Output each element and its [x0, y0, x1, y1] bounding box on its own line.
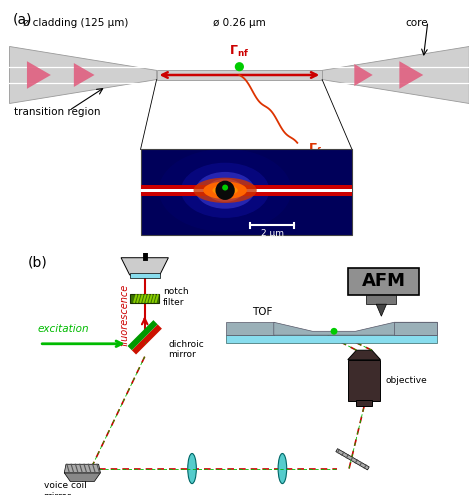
- Bar: [356, 400, 372, 406]
- Polygon shape: [376, 304, 386, 316]
- Bar: [140, 189, 352, 192]
- Bar: [394, 322, 438, 335]
- Bar: [140, 149, 352, 235]
- Ellipse shape: [207, 179, 244, 202]
- Text: TOF: TOF: [252, 307, 273, 317]
- Text: (b): (b): [27, 255, 47, 270]
- Polygon shape: [121, 258, 168, 275]
- Polygon shape: [132, 324, 162, 354]
- Bar: [140, 185, 352, 196]
- Ellipse shape: [203, 182, 247, 199]
- Text: $\mathbf{\Gamma_{free}}$: $\mathbf{\Gamma_{free}}$: [309, 142, 338, 157]
- Text: core: core: [405, 18, 428, 28]
- Text: objective: objective: [386, 376, 428, 385]
- Text: $\mathbf{\Gamma_{nf}}$: $\mathbf{\Gamma_{nf}}$: [229, 44, 249, 59]
- Bar: [130, 273, 160, 278]
- Text: dichroic
mirror: dichroic mirror: [168, 340, 204, 359]
- Polygon shape: [274, 322, 438, 335]
- Ellipse shape: [196, 172, 255, 209]
- Bar: [348, 268, 419, 295]
- Bar: [348, 360, 381, 401]
- Polygon shape: [74, 63, 94, 87]
- Bar: [156, 70, 322, 80]
- Bar: [130, 295, 159, 303]
- Polygon shape: [128, 320, 158, 350]
- Polygon shape: [64, 473, 100, 482]
- Bar: [227, 335, 438, 343]
- Text: fluorescence: fluorescence: [119, 283, 129, 346]
- Text: 2 μm: 2 μm: [261, 229, 284, 238]
- Text: voice coil
mirror: voice coil mirror: [44, 482, 86, 495]
- Text: ø cladding (125 μm): ø cladding (125 μm): [23, 18, 128, 28]
- Polygon shape: [9, 47, 156, 103]
- Text: AFM: AFM: [362, 272, 405, 291]
- Ellipse shape: [193, 178, 257, 203]
- Circle shape: [216, 181, 235, 200]
- Text: notch
filter: notch filter: [163, 287, 188, 306]
- Ellipse shape: [188, 453, 196, 484]
- Bar: [366, 295, 396, 304]
- Polygon shape: [355, 64, 373, 86]
- Text: ø 0.26 μm: ø 0.26 μm: [213, 18, 266, 28]
- Circle shape: [235, 62, 244, 71]
- Text: transition region: transition region: [14, 107, 100, 117]
- Bar: [227, 322, 274, 335]
- Polygon shape: [64, 464, 100, 473]
- Text: excitation: excitation: [37, 324, 89, 334]
- Polygon shape: [400, 61, 423, 89]
- Ellipse shape: [278, 453, 287, 484]
- Polygon shape: [348, 350, 381, 360]
- Polygon shape: [336, 448, 369, 470]
- Polygon shape: [27, 61, 51, 89]
- Ellipse shape: [215, 184, 236, 197]
- Ellipse shape: [181, 163, 269, 218]
- Text: (a): (a): [13, 12, 33, 26]
- Ellipse shape: [159, 149, 292, 232]
- Polygon shape: [322, 47, 469, 103]
- Circle shape: [330, 328, 337, 335]
- Circle shape: [216, 182, 234, 199]
- Circle shape: [222, 185, 228, 191]
- Ellipse shape: [212, 185, 238, 196]
